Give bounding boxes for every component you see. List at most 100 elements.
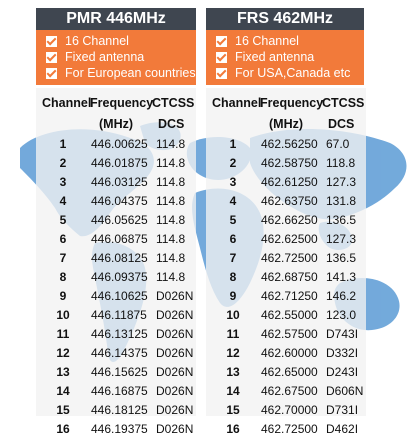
frequency-value: 446.10625 <box>91 289 148 303</box>
ctcss-dcs-value: D026N <box>156 422 194 436</box>
table-row: 3 462.61250 127.3 <box>206 173 366 192</box>
table-row: 4 462.63750 131.8 <box>206 192 366 211</box>
ctcss-dcs-value: 136.5 <box>326 213 357 227</box>
unit-header: (MHz) <box>269 117 304 131</box>
checkmark-icon <box>216 35 227 47</box>
channel-number: 9 <box>229 289 237 303</box>
ctcss-dcs-value: 131.8 <box>326 194 357 208</box>
frs-feature: For USA,Canada etc <box>206 65 364 81</box>
ctcss-dcs-value: 114.8 <box>156 175 186 189</box>
channel-number: 7 <box>59 251 67 265</box>
checkmark-icon <box>216 51 227 63</box>
frs-channel-table: Channel Frequency (MHz) CTCSS DCS 1 462.5… <box>206 88 366 436</box>
dcs-header: DCS <box>328 117 355 131</box>
frs-title: FRS 462MHz <box>206 8 364 30</box>
ctcss-dcs-value: 146.2 <box>326 289 357 303</box>
frequency-value: 446.13125 <box>91 327 148 341</box>
frequency-header: Frequency <box>260 96 324 110</box>
frequency-value: 462.63750 <box>261 194 318 208</box>
table-row: 3 446.03125 114.8 <box>36 173 196 192</box>
table-row: 8 462.68750 141.3 <box>206 268 366 287</box>
channel-header: Channel <box>42 96 92 110</box>
channel-number: 6 <box>229 232 237 246</box>
ctcss-dcs-value: D026N <box>156 403 194 417</box>
ctcss-dcs-value: D026N <box>156 384 194 398</box>
frequency-value: 462.62500 <box>261 232 318 246</box>
frequency-value: 462.57500 <box>261 327 318 341</box>
pmr-title: PMR 446MHz <box>36 8 196 30</box>
ctcss-dcs-value: D026N <box>156 327 194 341</box>
table-row: 4 446.04375 114.8 <box>36 192 196 211</box>
channel-number: 3 <box>229 175 237 189</box>
frequency-value: 446.04375 <box>91 194 148 208</box>
pmr-feature: Fixed antenna <box>36 49 196 65</box>
table-row: 13 462.65000 D243I <box>206 363 366 382</box>
ctcss-header: CTCSS <box>322 96 365 110</box>
channel-number: 14 <box>56 384 70 398</box>
pmr-feature-box: 16 Channel Fixed antenna For European co… <box>36 30 196 85</box>
ctcss-dcs-value: D606N <box>326 384 364 398</box>
frequency-value: 446.05625 <box>91 213 148 227</box>
frequency-value: 446.03125 <box>91 175 148 189</box>
table-row: 13 446.15625 D026N <box>36 363 196 382</box>
channel-number: 4 <box>59 194 67 208</box>
pmr-feature: 16 Channel <box>36 33 196 49</box>
frequency-value: 462.68750 <box>261 270 318 284</box>
frequency-value: 446.09375 <box>91 270 148 284</box>
ctcss-dcs-value: 136.5 <box>326 251 357 265</box>
ctcss-dcs-value: 127.3 <box>326 175 357 189</box>
frequency-value: 446.14375 <box>91 346 148 360</box>
table-row: 1 446.00625 114.8 <box>36 135 196 154</box>
ctcss-dcs-value: D026N <box>156 365 194 379</box>
channel-number: 10 <box>56 308 70 322</box>
table-row: 2 446.01875 114.8 <box>36 154 196 173</box>
frequency-value: 446.08125 <box>91 251 148 265</box>
frequency-value: 446.00625 <box>91 137 148 151</box>
ctcss-dcs-value: D243I <box>326 365 359 379</box>
ctcss-dcs-value: 67.0 <box>326 137 350 151</box>
channel-number: 2 <box>59 156 67 170</box>
ctcss-dcs-value: D332I <box>326 346 359 360</box>
table-row: 9 462.71250 146.2 <box>206 287 366 306</box>
frequency-header: Frequency <box>90 96 154 110</box>
frequency-value: 446.15625 <box>91 365 148 379</box>
checkmark-icon <box>46 51 57 63</box>
channel-number: 3 <box>59 175 67 189</box>
channel-number: 1 <box>59 137 67 151</box>
unit-header: (MHz) <box>99 117 134 131</box>
ctcss-dcs-value: 114.8 <box>156 194 186 208</box>
channel-number: 5 <box>59 213 67 227</box>
table-row: 15 462.70000 D731I <box>206 401 366 420</box>
channel-number: 9 <box>59 289 67 303</box>
ctcss-dcs-value: 114.8 <box>156 251 186 265</box>
frequency-value: 446.11875 <box>91 308 147 322</box>
channel-number: 12 <box>56 346 70 360</box>
channel-number: 15 <box>226 403 240 417</box>
ctcss-dcs-value: 141.3 <box>326 270 357 284</box>
ctcss-dcs-value: 114.8 <box>156 270 186 284</box>
channel-number: 6 <box>59 232 67 246</box>
ctcss-dcs-value: D026N <box>156 289 194 303</box>
channel-number: 1 <box>229 137 237 151</box>
table-row: 7 462.72500 136.5 <box>206 249 366 268</box>
table-row: 10 462.55000 123.0 <box>206 306 366 325</box>
channel-number: 8 <box>229 270 237 284</box>
frequency-value: 462.65000 <box>261 365 318 379</box>
channel-number: 12 <box>226 346 240 360</box>
channel-header: Channel <box>212 96 262 110</box>
table-row: 15 446.18125 D026N <box>36 401 196 420</box>
checkmark-icon <box>46 35 57 47</box>
channel-number: 10 <box>226 308 240 322</box>
frequency-value: 462.71250 <box>261 289 318 303</box>
frequency-value: 446.16875 <box>91 384 148 398</box>
table-row: 7 446.08125 114.8 <box>36 249 196 268</box>
dcs-header: DCS <box>158 117 185 131</box>
frequency-value: 462.60000 <box>261 346 318 360</box>
table-row: 10 446.11875 D026N <box>36 306 196 325</box>
channel-number: 8 <box>59 270 67 284</box>
frequency-value: 462.58750 <box>261 156 318 170</box>
frequency-value: 462.72500 <box>261 422 318 436</box>
frequency-value: 446.19375 <box>91 422 148 436</box>
frequency-value: 446.06875 <box>91 232 148 246</box>
table-row: 16 446.19375 D026N <box>36 420 196 439</box>
